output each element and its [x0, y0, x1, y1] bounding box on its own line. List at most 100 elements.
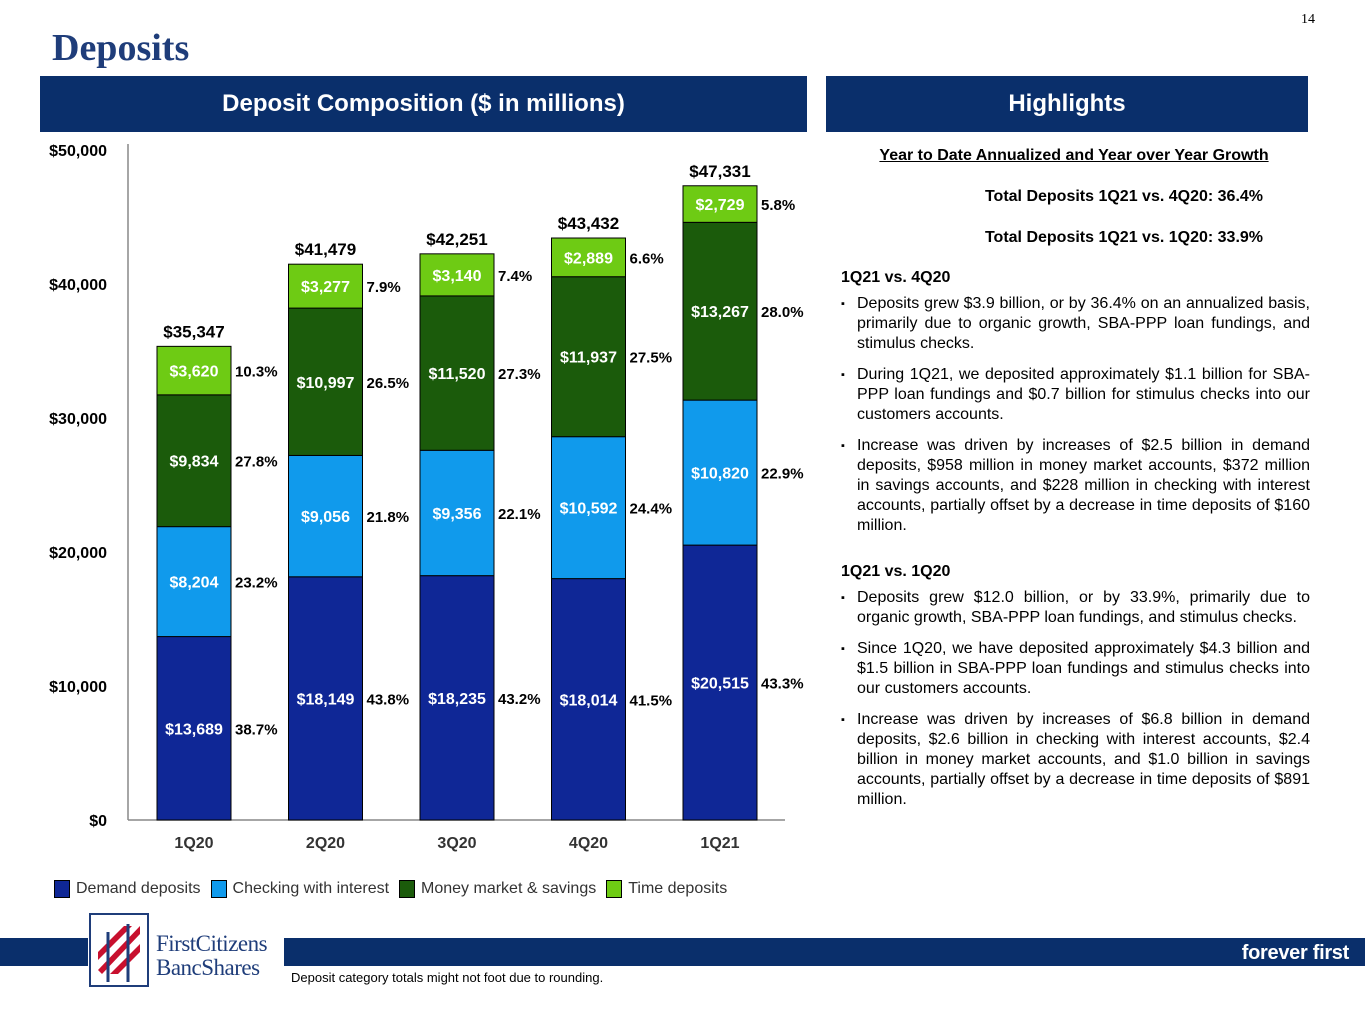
bar-segment [156, 394, 232, 528]
logo-wordmark: FirstCitizens BancShares [156, 932, 268, 980]
bar-segment [419, 575, 495, 821]
total-label: $42,251 [426, 230, 487, 249]
bar-segment [288, 307, 363, 456]
data-label: $9,056 [301, 509, 350, 526]
percent-label: 28.0% [761, 304, 804, 321]
percent-label: 27.8% [235, 454, 278, 471]
bullet-item: Increase was driven by increases of $2.5… [838, 436, 1310, 536]
y-tick-label: $20,000 [49, 545, 107, 562]
bar-segment [682, 399, 758, 546]
tagline: forever first [1241, 942, 1350, 964]
total-label: $41,479 [295, 240, 356, 259]
bar-segment [288, 576, 363, 821]
legend-label-time: Time deposits [628, 880, 728, 897]
y-tick-label: $0 [89, 813, 107, 830]
legend-label-checking: Checking with interest [232, 880, 390, 897]
footnote: Deposit category totals might not foot d… [291, 970, 604, 985]
page-number: 14 [1301, 12, 1315, 27]
section-title-vs-4q20: 1Q21 vs. 4Q20 [841, 269, 951, 286]
flag-logo-icon [89, 913, 149, 987]
x-tick-label: 1Q21 [700, 835, 739, 852]
percent-label: 38.7% [235, 721, 278, 738]
percent-label: 24.4% [630, 501, 673, 518]
percent-label: 7.9% [367, 279, 401, 296]
data-label: $10,820 [691, 466, 749, 483]
legend-swatch-checking [210, 880, 227, 898]
bar-segment [419, 295, 495, 451]
data-label: $9,356 [433, 506, 482, 523]
bar-segment [551, 436, 626, 580]
bullet-item: During 1Q21, we deposited approximately … [838, 365, 1310, 425]
highlights-banner: Highlights [826, 76, 1308, 132]
x-tick-label: 3Q20 [437, 835, 476, 852]
bullet-item: Increase was driven by increases of $6.8… [838, 710, 1310, 810]
data-label: $18,014 [560, 692, 618, 709]
data-label: $20,515 [691, 676, 749, 693]
bar-segment [156, 345, 232, 396]
data-label: $10,997 [297, 375, 355, 392]
y-tick-label: $50,000 [49, 143, 107, 160]
legend-label-demand: Demand deposits [76, 880, 201, 897]
percent-label: 27.3% [498, 366, 541, 383]
legend-swatch-time [606, 880, 623, 898]
percent-label: 21.8% [367, 509, 410, 526]
percent-label: 22.1% [498, 506, 541, 523]
x-tick-label: 4Q20 [569, 835, 608, 852]
data-label: $18,149 [297, 691, 355, 708]
y-tick-label: $30,000 [49, 411, 107, 428]
chart-banner: Deposit Composition ($ in millions) [40, 76, 807, 132]
bar-segment [682, 544, 758, 821]
legend-swatch-demand [54, 880, 70, 898]
percent-label: 26.5% [367, 375, 410, 392]
x-tick-label: 2Q20 [306, 835, 345, 852]
legend-swatch-money-market [399, 880, 416, 898]
percent-label: 43.2% [498, 691, 541, 708]
data-label: $18,235 [428, 691, 486, 708]
percent-label: 7.4% [498, 268, 532, 285]
chart-legend: Demand deposits Checking with interest M… [54, 880, 727, 898]
stat-vs-4q20: Total Deposits 1Q21 vs. 4Q20: 36.4% [984, 188, 1264, 205]
section-title-vs-1q20: 1Q21 vs. 1Q20 [841, 563, 951, 580]
y-tick-label: $40,000 [49, 277, 107, 294]
bullet-item: Deposits grew $12.0 billion, or by 33.9%… [838, 588, 1310, 628]
percent-label: 41.5% [630, 692, 673, 709]
bullet-item: Since 1Q20, we have deposited approximat… [838, 639, 1310, 699]
bar-segment [682, 185, 758, 223]
bar-segment [419, 253, 495, 297]
bullet-list-vs-4q20: Deposits grew $3.9 billion, or by 36.4% … [838, 294, 1310, 536]
highlights-panel: Year to Date Annualized and Year over Ye… [838, 146, 1310, 821]
legend-item-time: Time deposits [606, 880, 727, 898]
total-label: $47,331 [689, 162, 750, 181]
bullet-list-vs-1q20: Deposits grew $12.0 billion, or by 33.9%… [838, 588, 1310, 810]
data-label: $3,277 [301, 279, 350, 296]
bar-segment [551, 276, 626, 438]
data-label: $9,834 [170, 454, 219, 471]
bullet-item: Deposits grew $3.9 billion, or by 36.4% … [838, 294, 1310, 354]
percent-label: 6.6% [630, 250, 664, 267]
bar-segment [156, 636, 232, 821]
bar-segment [288, 263, 363, 309]
bar-segment [288, 454, 363, 578]
legend-item-checking: Checking with interest [210, 880, 390, 898]
legend-label-money-market: Money market & savings [421, 880, 597, 897]
y-tick-label: $10,000 [49, 679, 107, 696]
percent-label: 22.9% [761, 466, 804, 483]
stat-vs-1q20: Total Deposits 1Q21 vs. 1Q20: 33.9% [984, 229, 1264, 246]
data-label: $11,937 [560, 350, 617, 367]
data-label: $13,267 [691, 304, 749, 321]
total-label: $35,347 [163, 322, 224, 341]
bar-segment [551, 237, 626, 278]
highlights-heading: Year to Date Annualized and Year over Ye… [879, 147, 1269, 164]
data-label: $2,729 [696, 197, 745, 214]
data-label: $13,689 [165, 721, 223, 738]
data-label: $11,520 [429, 366, 486, 383]
total-label: $43,432 [558, 214, 619, 233]
data-label: $8,204 [170, 575, 219, 592]
data-label: $3,140 [433, 268, 482, 285]
data-label: $2,889 [564, 250, 613, 267]
percent-label: 43.3% [761, 676, 804, 693]
percent-label: 27.5% [630, 350, 673, 367]
logo-line-2: BancShares [156, 955, 260, 980]
percent-label: 43.8% [367, 691, 410, 708]
percent-label: 5.8% [761, 197, 795, 214]
